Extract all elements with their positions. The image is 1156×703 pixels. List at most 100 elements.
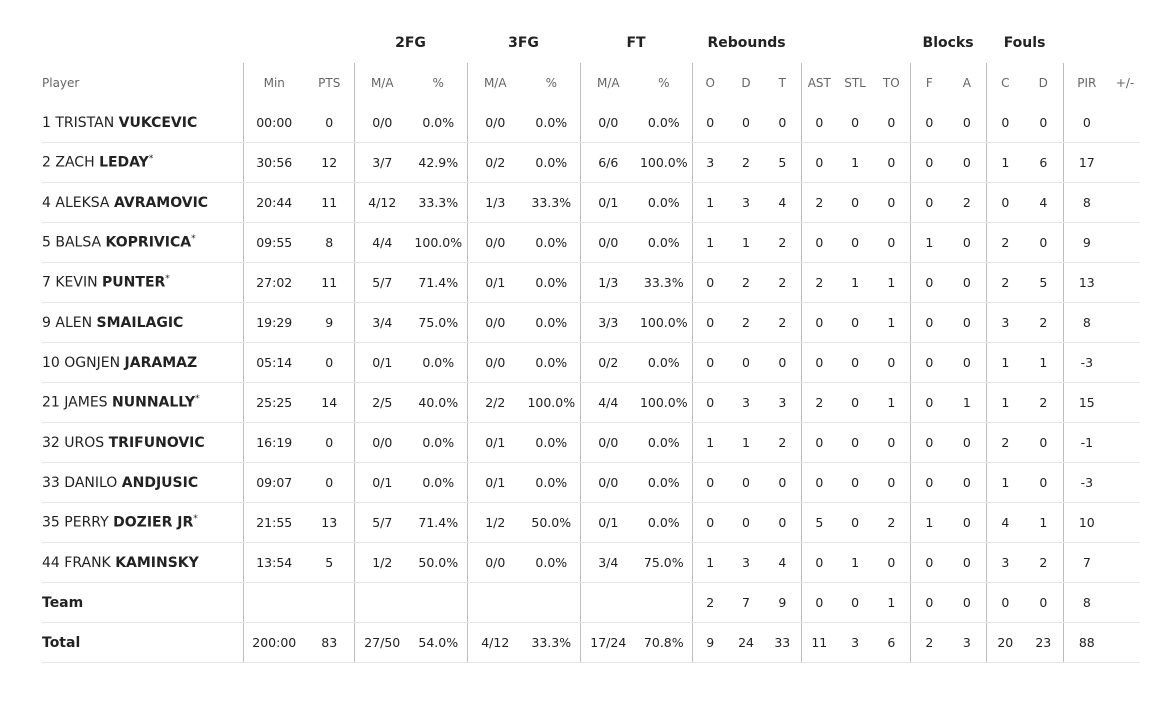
- stat-cell: 33: [764, 622, 802, 663]
- stat-cell: 0: [985, 182, 1025, 223]
- stat-cell: 7: [1062, 542, 1111, 583]
- last-name: AVRAMOVIC: [113, 194, 209, 211]
- stat-cell: 0: [909, 582, 949, 623]
- stat-cell: 0: [728, 462, 765, 503]
- stat-cell: 0.0%: [636, 502, 693, 543]
- stat-cell: 0: [764, 342, 802, 383]
- stat-cell: 3: [948, 622, 987, 663]
- stat-cell: 0/0: [353, 422, 410, 463]
- stat-cell: 0: [691, 103, 729, 143]
- last-name: VUKCEVIC: [118, 114, 198, 131]
- player-row: 32 UROS TRIFUNOVIC 16:19 0 0/0 0.0% 0/1 0.0% 0/…: [42, 422, 1141, 463]
- stat-cell: 2: [728, 262, 765, 303]
- stat-cell: [410, 582, 468, 623]
- stat-cell: -3: [1062, 462, 1111, 503]
- column-header-row: Player Min PTS M/A% M/A% M/A% O D T AST STL TO F A C D P…: [42, 63, 1140, 103]
- stat-cell: 3: [728, 382, 765, 423]
- player-number: 33: [42, 474, 60, 491]
- stat-cell: [242, 582, 305, 623]
- stat-cell: 0: [948, 222, 987, 263]
- stat-cell: 20:44: [242, 182, 305, 223]
- stat-cell: 00:00: [242, 103, 305, 143]
- last-name: TRIFUNOVIC: [108, 434, 205, 451]
- last-name: NUNNALLY: [112, 394, 196, 411]
- stat-cell: 0/1: [353, 342, 410, 383]
- stat-cell: 4/12: [353, 182, 410, 223]
- stat-cell: 0: [873, 103, 911, 143]
- stat-cell: 1: [873, 302, 911, 343]
- stat-cell: 0: [764, 502, 802, 543]
- stat-cell: 0/1: [466, 262, 524, 303]
- stat-cell: 8: [1062, 582, 1111, 623]
- stat-cell: 2: [1024, 302, 1064, 343]
- player-number: 35: [42, 514, 60, 531]
- stat-cell: 0: [873, 422, 911, 463]
- player-cell: 1 TRISTAN VUKCEVIC: [42, 103, 243, 143]
- column-header: +/-: [1115, 76, 1135, 90]
- stat-cell: [579, 582, 637, 623]
- last-name: PUNTER: [102, 274, 166, 291]
- stat-cell: 0: [948, 342, 987, 383]
- stat-cell: 0.0%: [636, 422, 693, 463]
- stat-cell: 0.0%: [523, 462, 581, 503]
- player-row: 35 PERRY DOZIER JR* 21:55 13 5/7 71.4% 1/2 50.…: [42, 502, 1141, 543]
- stat-cell: 75.0%: [636, 542, 693, 583]
- stat-cell: 5/7: [353, 502, 410, 543]
- column-header: %: [658, 76, 670, 90]
- stat-cell: 0: [691, 462, 729, 503]
- row-label: Team: [42, 594, 84, 611]
- stat-cell: 2: [764, 262, 802, 303]
- stat-cell: 0.0%: [523, 302, 581, 343]
- column-header: D: [741, 76, 751, 90]
- stat-cell: 1: [691, 182, 729, 223]
- stat-cell: 2: [1024, 382, 1064, 423]
- stat-cell: 0.0%: [636, 462, 693, 503]
- group-header: 3FG: [508, 35, 539, 51]
- stat-cell: 100.0%: [636, 302, 693, 343]
- stat-cell: 1: [985, 462, 1025, 503]
- stat-cell: 0: [800, 542, 838, 583]
- stat-cell: 1: [691, 422, 729, 463]
- stat-cell: 0/1: [579, 502, 637, 543]
- player-row: 33 DANILO ANDJUSIC 09:07 0 0/1 0.0% 0/1 0.0% 0/…: [42, 462, 1141, 503]
- stat-cell: 33.3%: [523, 182, 581, 223]
- stat-cell: 0: [800, 422, 838, 463]
- player-row: 1 TRISTAN VUKCEVIC 00:00 0 0/0 0.0% 0/0 0.0% 0/…: [42, 103, 1141, 143]
- stat-cell: 3: [728, 542, 765, 583]
- stat-cell: 0: [305, 103, 354, 143]
- stat-cell: 27/50: [353, 622, 410, 663]
- player-number: 5: [42, 234, 51, 251]
- stat-cell: 0: [837, 302, 874, 343]
- first-name: BALSA: [55, 234, 102, 251]
- plus-minus-cell: [1110, 222, 1141, 263]
- starter-mark: *: [195, 394, 200, 405]
- first-name: FRANK: [64, 554, 111, 571]
- player-number: 32: [42, 434, 60, 451]
- stat-cell: 1: [985, 142, 1025, 183]
- stat-cell: 2: [764, 422, 802, 463]
- plus-minus-cell: [1110, 103, 1141, 143]
- column-header: O: [691, 63, 729, 103]
- stat-cell: 0/0: [579, 222, 637, 263]
- column-header: M/A: [466, 63, 524, 103]
- plus-minus-cell: [1110, 422, 1141, 463]
- stat-cell: 0.0%: [523, 422, 581, 463]
- stat-cell: 0.0%: [410, 103, 468, 143]
- player-row: 4 ALEKSA AVRAMOVIC 20:44 11 4/12 33.3% 1/3 33.…: [42, 182, 1141, 223]
- stat-cell: 1/3: [466, 182, 524, 223]
- stat-cell: 0/2: [579, 342, 637, 383]
- stat-cell: 5/7: [353, 262, 410, 303]
- player-cell: 32 UROS TRIFUNOVIC: [42, 422, 243, 463]
- stat-cell: 0: [1024, 222, 1064, 263]
- last-name: ANDJUSIC: [121, 474, 199, 491]
- stat-cell: 3: [985, 302, 1025, 343]
- stat-cell: 0.0%: [636, 103, 693, 143]
- stat-cell: 2: [985, 222, 1025, 263]
- stat-cell: 100.0%: [410, 222, 468, 263]
- stat-cell: 0.0%: [523, 103, 581, 143]
- stat-cell: 0: [948, 262, 987, 303]
- first-name: TRISTAN: [55, 114, 115, 131]
- stat-cell: 4/4: [579, 382, 637, 423]
- stat-cell: 50.0%: [410, 542, 468, 583]
